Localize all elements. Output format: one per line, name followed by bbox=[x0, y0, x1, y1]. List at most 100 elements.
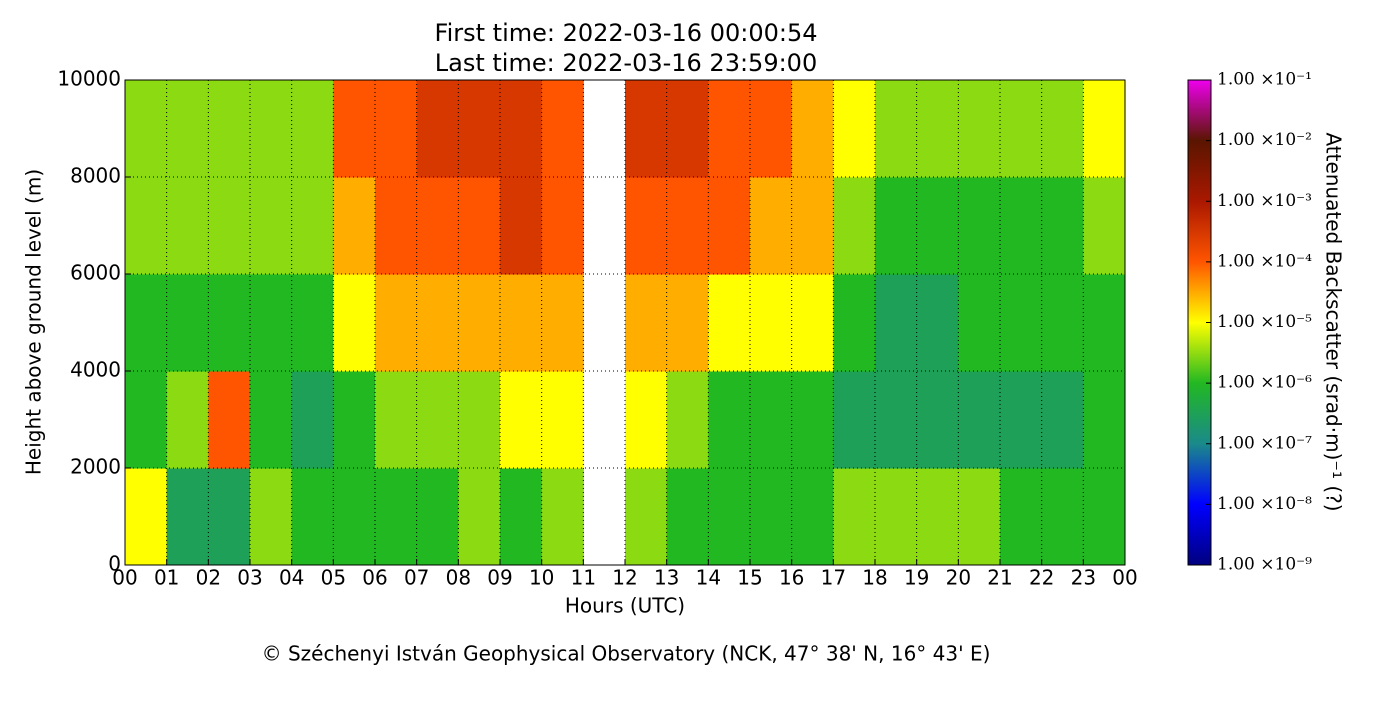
heatmap-cell bbox=[125, 468, 168, 566]
x-tick-label: 17 bbox=[821, 566, 846, 590]
heatmap-cell bbox=[500, 274, 543, 372]
heatmap-cell bbox=[125, 371, 168, 469]
heatmap-cell bbox=[1083, 468, 1126, 566]
heatmap-cell bbox=[333, 371, 376, 469]
heatmap-cell bbox=[708, 177, 751, 275]
heatmap-cell bbox=[750, 177, 793, 275]
heatmap-cell bbox=[375, 177, 418, 275]
x-tick-label: 04 bbox=[279, 566, 304, 590]
heatmap-cell bbox=[166, 80, 209, 178]
heatmap-cell bbox=[1041, 80, 1084, 178]
heatmap-cell bbox=[625, 80, 668, 178]
heatmap-cell bbox=[958, 274, 1001, 372]
colorbar-tick-label: 1.00 ×10⁻⁵ bbox=[1217, 312, 1312, 332]
heatmap-cell bbox=[625, 468, 668, 566]
chart-title: First time: 2022-03-16 00:00:54 bbox=[435, 19, 818, 47]
heatmap-cell bbox=[666, 468, 709, 566]
x-tick-label: 07 bbox=[404, 566, 429, 590]
heatmap-cell bbox=[375, 80, 418, 178]
heatmap-cell bbox=[666, 274, 709, 372]
x-tick-label: 01 bbox=[154, 566, 179, 590]
heatmap-cell bbox=[916, 80, 959, 178]
heatmap-cell bbox=[458, 274, 501, 372]
x-tick-label: 06 bbox=[362, 566, 387, 590]
colorbar-tick-label: 1.00 ×10⁻⁴ bbox=[1217, 251, 1312, 271]
colorbar-tick-label: 1.00 ×10⁻⁶ bbox=[1217, 373, 1312, 393]
heatmap-cell bbox=[750, 274, 793, 372]
heatmap-cell bbox=[1041, 274, 1084, 372]
heatmap-cell bbox=[166, 468, 209, 566]
heatmap-cell bbox=[500, 177, 543, 275]
colorbar-label: Attenuated Backscatter (srad·m)⁻¹ (?) bbox=[1322, 132, 1346, 511]
x-tick-label: 14 bbox=[696, 566, 721, 590]
heatmap-cell bbox=[625, 371, 668, 469]
heatmap-cell bbox=[958, 177, 1001, 275]
x-tick-label: 10 bbox=[529, 566, 554, 590]
heatmap-cell bbox=[916, 468, 959, 566]
heatmap-cell bbox=[916, 274, 959, 372]
heatmap-cell bbox=[1041, 371, 1084, 469]
heatmap-cell bbox=[208, 468, 251, 566]
heatmap-cell bbox=[416, 274, 459, 372]
heatmap-cell bbox=[250, 80, 293, 178]
heatmap-cell bbox=[791, 468, 834, 566]
colorbar-tick-label: 1.00 ×10⁻⁸ bbox=[1217, 494, 1312, 514]
x-tick-label: 20 bbox=[946, 566, 971, 590]
heatmap-cell bbox=[291, 274, 334, 372]
heatmap-cell bbox=[875, 274, 918, 372]
footer: © Széchenyi István Geophysical Observato… bbox=[262, 642, 991, 666]
y-tick-label: 2000 bbox=[70, 455, 121, 479]
heatmap-cell bbox=[708, 80, 751, 178]
heatmap-cell bbox=[750, 80, 793, 178]
heatmap-cell bbox=[1041, 468, 1084, 566]
heatmap-cell bbox=[1083, 371, 1126, 469]
colorbar-tick-label: 1.00 ×10⁻³ bbox=[1217, 191, 1312, 211]
heatmap-cell bbox=[708, 274, 751, 372]
heatmap-cell bbox=[958, 80, 1001, 178]
heatmap-cell bbox=[416, 468, 459, 566]
heatmap-cell bbox=[625, 177, 668, 275]
heatmap-cell bbox=[791, 274, 834, 372]
heatmap-cell bbox=[1083, 274, 1126, 372]
heatmap-cell bbox=[833, 274, 876, 372]
y-tick-label: 6000 bbox=[70, 261, 121, 285]
heatmap-cell bbox=[250, 371, 293, 469]
heatmap-cell bbox=[208, 80, 251, 178]
heatmap-cell bbox=[166, 177, 209, 275]
heatmap-cell bbox=[291, 80, 334, 178]
heatmap-cell bbox=[166, 274, 209, 372]
heatmap-cell bbox=[375, 371, 418, 469]
heatmap-cell bbox=[750, 468, 793, 566]
heatmap-cell bbox=[791, 80, 834, 178]
heatmap-cell bbox=[916, 177, 959, 275]
heatmap-cell bbox=[375, 274, 418, 372]
heatmap-cell bbox=[208, 177, 251, 275]
heatmap-cell bbox=[541, 80, 584, 178]
heatmap-cell bbox=[416, 80, 459, 178]
heatmap-cell bbox=[833, 177, 876, 275]
heatmap-cell bbox=[875, 468, 918, 566]
x-tick-label: 09 bbox=[487, 566, 512, 590]
heatmap-cell bbox=[1000, 468, 1043, 566]
heatmap-cell bbox=[958, 468, 1001, 566]
heatmap-cell bbox=[875, 371, 918, 469]
heatmap-cell bbox=[708, 468, 751, 566]
heatmap-cell bbox=[416, 371, 459, 469]
heatmap-cell bbox=[541, 274, 584, 372]
heatmap-cell bbox=[333, 274, 376, 372]
heatmap-cell bbox=[333, 80, 376, 178]
x-tick-label: 03 bbox=[237, 566, 262, 590]
heatmap-cell bbox=[1000, 80, 1043, 178]
heatmap-cell bbox=[1000, 177, 1043, 275]
heatmap-cell bbox=[458, 468, 501, 566]
heatmap-cell bbox=[166, 371, 209, 469]
y-axis-label: Height above ground level (m) bbox=[22, 169, 46, 475]
heatmap-cell bbox=[833, 468, 876, 566]
y-tick-label: 0 bbox=[108, 552, 121, 576]
heatmap-cell bbox=[875, 80, 918, 178]
heatmap-cell bbox=[666, 177, 709, 275]
x-tick-label: 21 bbox=[987, 566, 1012, 590]
heatmap-cell bbox=[458, 177, 501, 275]
x-tick-label: 23 bbox=[1071, 566, 1096, 590]
